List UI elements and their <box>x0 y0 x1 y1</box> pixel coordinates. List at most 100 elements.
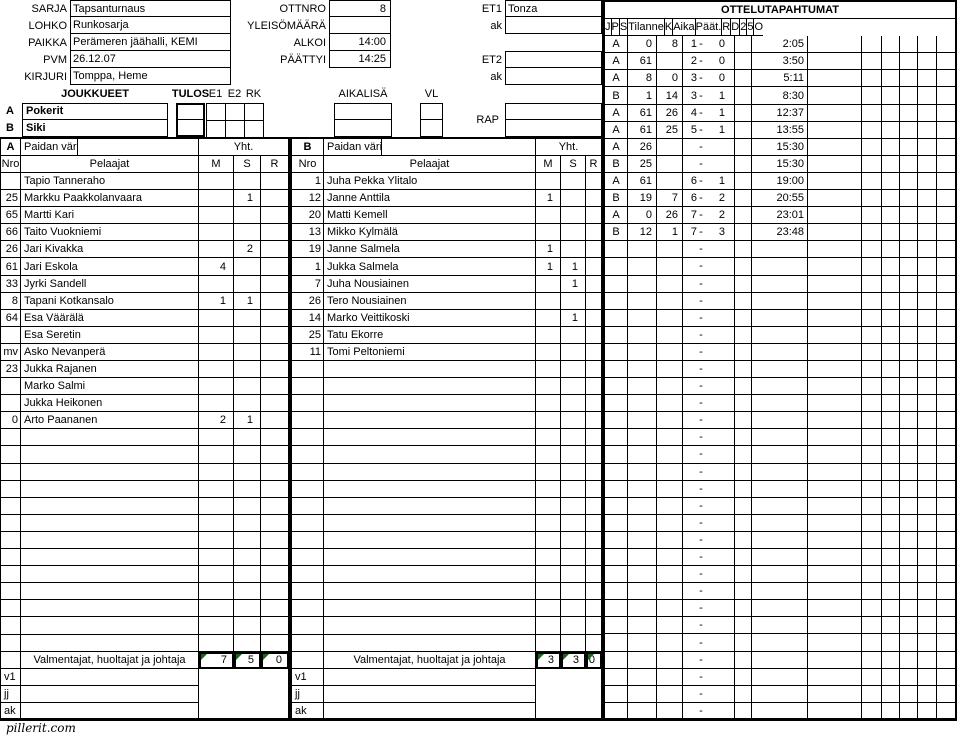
player-penalty-cell[interactable] <box>261 378 289 396</box>
player-assists-cell[interactable] <box>234 172 261 191</box>
player-number-cell[interactable]: 8 <box>1 292 21 310</box>
event-time-cell[interactable] <box>752 292 808 310</box>
event-k-cell[interactable] <box>735 343 752 361</box>
event-time-cell[interactable] <box>752 702 808 718</box>
player-assists-cell[interactable] <box>234 514 261 532</box>
player-goals-cell[interactable] <box>536 326 561 344</box>
event-assist-cell[interactable] <box>657 309 683 327</box>
event-o-cell[interactable] <box>937 310 955 327</box>
event-time-cell[interactable]: 15:30 <box>752 138 808 156</box>
event-r-cell[interactable] <box>862 36 882 54</box>
event-o-cell[interactable] <box>937 139 955 156</box>
staff-name-cell[interactable] <box>324 668 536 686</box>
player-name-cell[interactable]: Tatu Ekorre <box>324 326 536 344</box>
player-assists-cell[interactable] <box>234 395 261 413</box>
player-number-cell[interactable] <box>1 172 21 191</box>
player-name-cell[interactable] <box>324 514 536 532</box>
event-assist-cell[interactable] <box>657 583 683 601</box>
official-value-cell[interactable] <box>505 51 602 69</box>
event-paat-cell[interactable] <box>808 514 862 532</box>
event-team-cell[interactable] <box>605 378 628 396</box>
event-assist-cell[interactable] <box>657 155 683 173</box>
player-assists-cell[interactable] <box>234 497 261 515</box>
player-number-cell[interactable] <box>292 583 324 601</box>
event-k-cell[interactable] <box>735 87 752 105</box>
player-name-cell[interactable] <box>324 395 536 413</box>
player-goals-cell[interactable] <box>199 566 234 584</box>
event-paat-cell[interactable] <box>808 497 862 515</box>
event-2min-cell[interactable] <box>900 53 918 71</box>
player-assists-cell[interactable] <box>561 446 586 464</box>
event-team-cell[interactable] <box>605 292 628 310</box>
event-5min-cell[interactable] <box>918 138 937 156</box>
player-assists-cell[interactable] <box>561 531 586 550</box>
player-number-cell[interactable] <box>1 617 21 635</box>
event-2min-cell[interactable] <box>900 155 918 173</box>
event-k-cell[interactable] <box>735 241 752 259</box>
player-goals-cell[interactable] <box>199 634 234 652</box>
event-k-cell[interactable] <box>735 634 752 652</box>
event-scorer-cell[interactable]: 61 <box>628 53 657 71</box>
player-penalty-cell[interactable] <box>586 172 602 191</box>
event-5min-cell[interactable] <box>918 258 937 276</box>
player-goals-cell[interactable]: 1 <box>536 241 561 259</box>
event-2min-cell[interactable] <box>900 514 918 532</box>
player-penalty-cell[interactable] <box>586 241 602 259</box>
event-score-cell[interactable]: - <box>683 258 735 276</box>
player-penalty-cell[interactable] <box>586 378 602 396</box>
event-score-cell[interactable]: - <box>683 395 735 413</box>
event-d-cell[interactable] <box>882 480 900 498</box>
player-goals-cell[interactable] <box>199 378 234 396</box>
event-o-cell[interactable] <box>937 532 955 549</box>
tulos-score-box[interactable] <box>176 102 205 137</box>
player-assists-cell[interactable] <box>234 309 261 327</box>
event-k-cell[interactable] <box>735 224 752 242</box>
player-number-cell[interactable] <box>1 531 21 550</box>
event-time-cell[interactable] <box>752 600 808 618</box>
player-name-cell[interactable]: Jyrki Sandell <box>21 275 199 293</box>
event-time-cell[interactable] <box>752 463 808 481</box>
event-o-cell[interactable] <box>937 686 955 703</box>
event-time-cell[interactable] <box>752 514 808 532</box>
event-paat-cell[interactable] <box>808 224 862 242</box>
event-2min-cell[interactable] <box>900 651 918 669</box>
player-number-cell[interactable]: 14 <box>292 309 324 327</box>
event-d-cell[interactable] <box>882 275 900 293</box>
player-number-cell[interactable] <box>292 429 324 447</box>
event-scorer-cell[interactable] <box>628 583 657 601</box>
event-time-cell[interactable] <box>752 651 808 669</box>
event-score-cell[interactable]: - <box>683 138 735 156</box>
event-o-cell[interactable] <box>937 549 955 567</box>
player-assists-cell[interactable] <box>561 395 586 413</box>
player-name-cell[interactable] <box>21 531 199 550</box>
event-paat-cell[interactable] <box>808 600 862 618</box>
event-score-cell[interactable]: - <box>683 634 735 652</box>
player-assists-cell[interactable] <box>561 583 586 601</box>
player-goals-cell[interactable]: 4 <box>199 258 234 276</box>
event-assist-cell[interactable]: 26 <box>657 207 683 225</box>
player-name-cell[interactable]: Markku Paakkolanvaara <box>21 190 199 208</box>
event-assist-cell[interactable]: 7 <box>657 190 683 208</box>
player-number-cell[interactable]: 64 <box>1 309 21 327</box>
event-team-cell[interactable] <box>605 412 628 430</box>
player-number-cell[interactable]: 25 <box>292 326 324 344</box>
event-time-cell[interactable]: 12:37 <box>752 104 808 122</box>
event-time-cell[interactable]: 19:00 <box>752 172 808 191</box>
event-d-cell[interactable] <box>882 702 900 718</box>
event-2min-cell[interactable] <box>900 104 918 122</box>
player-assists-cell[interactable] <box>561 190 586 208</box>
event-2min-cell[interactable] <box>900 685 918 703</box>
event-paat-cell[interactable] <box>808 326 862 344</box>
player-goals-cell[interactable] <box>536 446 561 464</box>
event-team-cell[interactable] <box>605 651 628 669</box>
event-paat-cell[interactable] <box>808 343 862 361</box>
event-time-cell[interactable] <box>752 617 808 635</box>
player-penalty-cell[interactable] <box>586 395 602 413</box>
event-d-cell[interactable] <box>882 463 900 481</box>
event-scorer-cell[interactable] <box>628 566 657 584</box>
event-assist-cell[interactable] <box>657 685 683 703</box>
event-5min-cell[interactable] <box>918 378 937 396</box>
event-assist-cell[interactable] <box>657 531 683 549</box>
player-goals-cell[interactable] <box>536 480 561 498</box>
player-penalty-cell[interactable] <box>261 531 289 550</box>
